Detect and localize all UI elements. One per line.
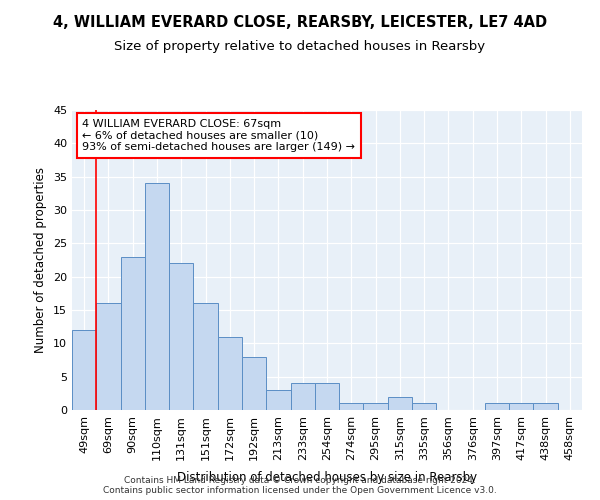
Bar xyxy=(339,404,364,410)
Text: 4, WILLIAM EVERARD CLOSE, REARSBY, LEICESTER, LE7 4AD: 4, WILLIAM EVERARD CLOSE, REARSBY, LEICE… xyxy=(53,15,547,30)
Bar xyxy=(96,304,121,410)
Bar xyxy=(145,184,169,410)
X-axis label: Distribution of detached houses by size in Rearsby: Distribution of detached houses by size … xyxy=(177,471,477,484)
Bar xyxy=(72,330,96,410)
Bar xyxy=(364,404,388,410)
Bar xyxy=(193,304,218,410)
Y-axis label: Number of detached properties: Number of detached properties xyxy=(34,167,47,353)
Bar xyxy=(290,384,315,410)
Text: 4 WILLIAM EVERARD CLOSE: 67sqm
← 6% of detached houses are smaller (10)
93% of s: 4 WILLIAM EVERARD CLOSE: 67sqm ← 6% of d… xyxy=(82,119,355,152)
Bar xyxy=(533,404,558,410)
Bar xyxy=(485,404,509,410)
Bar xyxy=(169,264,193,410)
Bar xyxy=(121,256,145,410)
Text: Size of property relative to detached houses in Rearsby: Size of property relative to detached ho… xyxy=(115,40,485,53)
Bar xyxy=(388,396,412,410)
Text: Contains HM Land Registry data © Crown copyright and database right 2024.
Contai: Contains HM Land Registry data © Crown c… xyxy=(103,476,497,495)
Bar xyxy=(266,390,290,410)
Bar xyxy=(218,336,242,410)
Bar xyxy=(315,384,339,410)
Bar xyxy=(412,404,436,410)
Bar xyxy=(509,404,533,410)
Bar xyxy=(242,356,266,410)
